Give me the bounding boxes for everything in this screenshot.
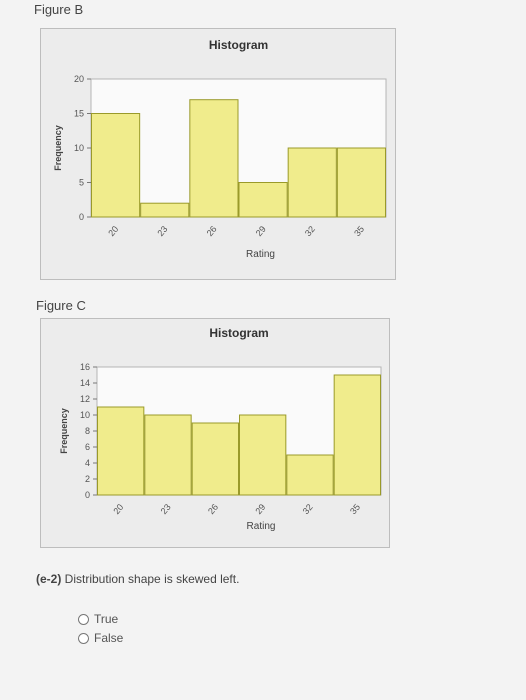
bar-26 xyxy=(191,422,240,496)
x-tick-label: 26 xyxy=(205,224,219,238)
x-tick-label: 29 xyxy=(254,224,268,238)
y-tick-label: 12 xyxy=(80,394,90,404)
y-axis-label: Frequency xyxy=(59,408,69,454)
x-tick-label: 35 xyxy=(352,224,366,238)
x-axis-label: Rating xyxy=(247,521,276,532)
y-tick-label: 15 xyxy=(74,109,84,119)
bar-35 xyxy=(333,374,381,496)
x-tick-label: 32 xyxy=(303,224,317,238)
chart-title: Histogram xyxy=(209,38,268,52)
histogram-figure-b: Histogram 0 5 10 15 20 Frequency 20 23 26 29 32 35 Ra… xyxy=(40,28,396,280)
option-false-label: False xyxy=(94,631,124,645)
y-tick-label: 14 xyxy=(80,378,90,388)
chart-title: Histogram xyxy=(209,326,268,340)
y-tick-label: 4 xyxy=(85,458,90,468)
x-tick-label: 23 xyxy=(159,502,173,516)
histogram-figure-c: Histogram 0 2 4 6 8 10 12 14 16 Frequency 20 23 26 29 3… xyxy=(40,318,390,548)
option-true-label: True xyxy=(94,612,119,626)
question-prefix: (e-2) xyxy=(36,572,62,586)
histogram-b-svg: Histogram 0 5 10 15 20 Frequency 20 23 26 29 32 35 Ra… xyxy=(53,38,387,260)
y-tick-label: 16 xyxy=(80,362,90,372)
y-tick-label: 2 xyxy=(85,474,90,484)
y-tick-label: 6 xyxy=(85,442,90,452)
y-tick-label: 10 xyxy=(80,410,90,420)
option-true[interactable]: True xyxy=(78,612,118,626)
y-tick-label: 20 xyxy=(74,74,84,84)
y-tick-label: 0 xyxy=(79,212,84,222)
bar-29 xyxy=(239,414,287,496)
radio-false[interactable] xyxy=(78,632,89,644)
y-tick-label: 8 xyxy=(85,426,90,436)
x-tick-label: 32 xyxy=(301,502,315,516)
bar-20 xyxy=(97,406,145,496)
x-tick-label: 29 xyxy=(253,502,267,516)
x-tick-label: 20 xyxy=(106,224,120,238)
question-e2: (e-2) Distribution shape is skewed left. xyxy=(36,572,239,586)
figure-b-label: Figure B xyxy=(34,2,84,17)
bar-23 xyxy=(144,414,192,496)
bar-20 xyxy=(91,113,141,218)
question-text: Distribution shape is skewed left. xyxy=(61,572,240,586)
bar-26 xyxy=(189,99,239,218)
bar-23 xyxy=(140,202,190,218)
x-tick-label: 20 xyxy=(111,502,125,516)
x-tick-label: 23 xyxy=(155,224,169,238)
histogram-c-svg: Histogram 0 2 4 6 8 10 12 14 16 Frequency 20 23 26 29 3… xyxy=(59,326,382,532)
x-tick-label: 35 xyxy=(348,502,362,516)
figure-c-label: Figure C xyxy=(36,298,86,313)
bar-32 xyxy=(287,147,337,218)
x-tick-label: 26 xyxy=(206,502,220,516)
x-axis-label: Rating xyxy=(246,249,275,260)
y-tick-label: 10 xyxy=(74,143,84,153)
radio-true[interactable] xyxy=(78,613,89,625)
y-tick-label: 0 xyxy=(85,490,90,500)
y-tick-label: 5 xyxy=(79,178,84,188)
bar-32 xyxy=(286,454,334,496)
option-false[interactable]: False xyxy=(78,631,123,645)
y-axis-label: Frequency xyxy=(53,125,63,171)
bar-35 xyxy=(336,147,387,218)
bar-29 xyxy=(238,182,288,218)
